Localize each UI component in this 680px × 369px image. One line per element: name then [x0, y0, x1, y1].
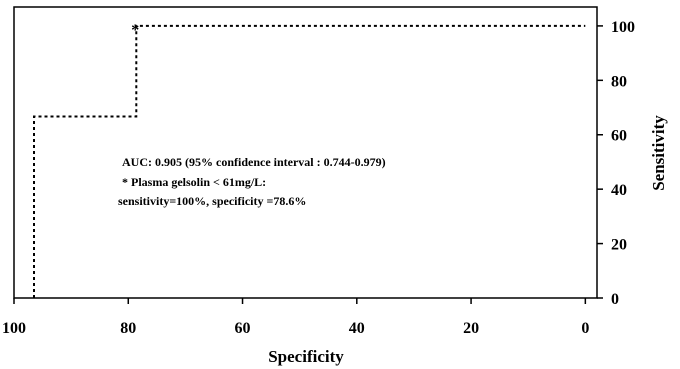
x-axis-title: Specificity: [268, 347, 344, 366]
annotation-cutoff: * Plasma gelsolin < 61mg/L:: [122, 175, 266, 189]
x-tick-label: 100: [2, 320, 26, 337]
cutoff-marker: *: [131, 22, 139, 39]
x-tick-label: 0: [581, 320, 589, 337]
x-tick-label: 80: [120, 320, 136, 337]
annotation-sens-spec: sensitivity=100%, specificity =78.6%: [118, 194, 306, 208]
x-tick-label: 20: [463, 320, 479, 337]
y-tick-label: 100: [611, 19, 635, 36]
x-tick-label: 60: [235, 320, 251, 337]
y-tick-label: 60: [611, 128, 627, 145]
y-axis-title: Sensitivity: [649, 115, 668, 191]
y-tick-label: 40: [611, 182, 627, 199]
annotation-auc: AUC: 0.905 (95% confidence interval : 0.…: [122, 155, 386, 169]
x-tick-label: 40: [349, 320, 365, 337]
y-tick-label: 0: [611, 291, 619, 308]
plot-frame: [14, 7, 597, 298]
y-axis-ticks: 0 20 40 60 80 100: [597, 19, 635, 308]
y-tick-label: 20: [611, 237, 627, 254]
x-axis-ticks: 100 80 60 40 20 0: [2, 298, 589, 337]
y-tick-label: 80: [611, 73, 627, 90]
